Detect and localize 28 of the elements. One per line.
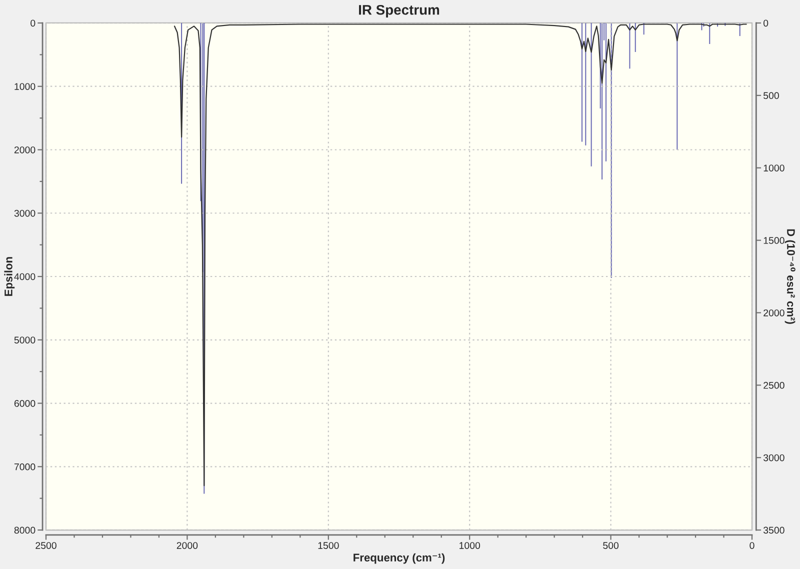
y-axis-title: Epsilon (4, 257, 15, 296)
y-tick-label: 8000 (14, 526, 36, 534)
y2-tick-label: 2000 (764, 309, 784, 316)
y-tick-label: 5000 (14, 336, 36, 344)
y2-tick-label: 1500 (764, 237, 784, 244)
y-tick-label: 1000 (14, 83, 36, 90)
y-tick-label: 7000 (14, 463, 36, 470)
y-tick-label: 2000 (14, 146, 36, 154)
y-tick-label: 3000 (14, 210, 36, 217)
y2-tick-label: 2500 (764, 382, 784, 389)
y-tick-label: 6000 (14, 400, 36, 407)
y-tick-label: 0 (30, 20, 36, 27)
y2-axis-title: D (10⁻⁴⁰ esu² cm²) (784, 229, 796, 324)
y2-tick-label: 0 (763, 20, 768, 27)
y-tick-label: 4000 (14, 273, 36, 280)
x-axis-title: Frequency (cm⁻¹) (354, 553, 445, 564)
x-tick-label: 2000 (176, 542, 198, 549)
chart-title: IR Spectrum (359, 4, 440, 18)
y2-tick-label: 3500 (763, 526, 784, 534)
line-series (174, 24, 747, 486)
y2-tick-label: 1000 (764, 164, 784, 172)
x-tick-label: 500 (603, 542, 619, 549)
y2-tick-label: 500 (764, 92, 779, 100)
x-tick-label: 2500 (36, 542, 56, 549)
x-tick-label: 1500 (318, 542, 339, 549)
x-tick-label: 1000 (460, 542, 480, 549)
x-tick-label: 0 (750, 542, 754, 549)
y2-tick-label: 3000 (763, 454, 784, 462)
